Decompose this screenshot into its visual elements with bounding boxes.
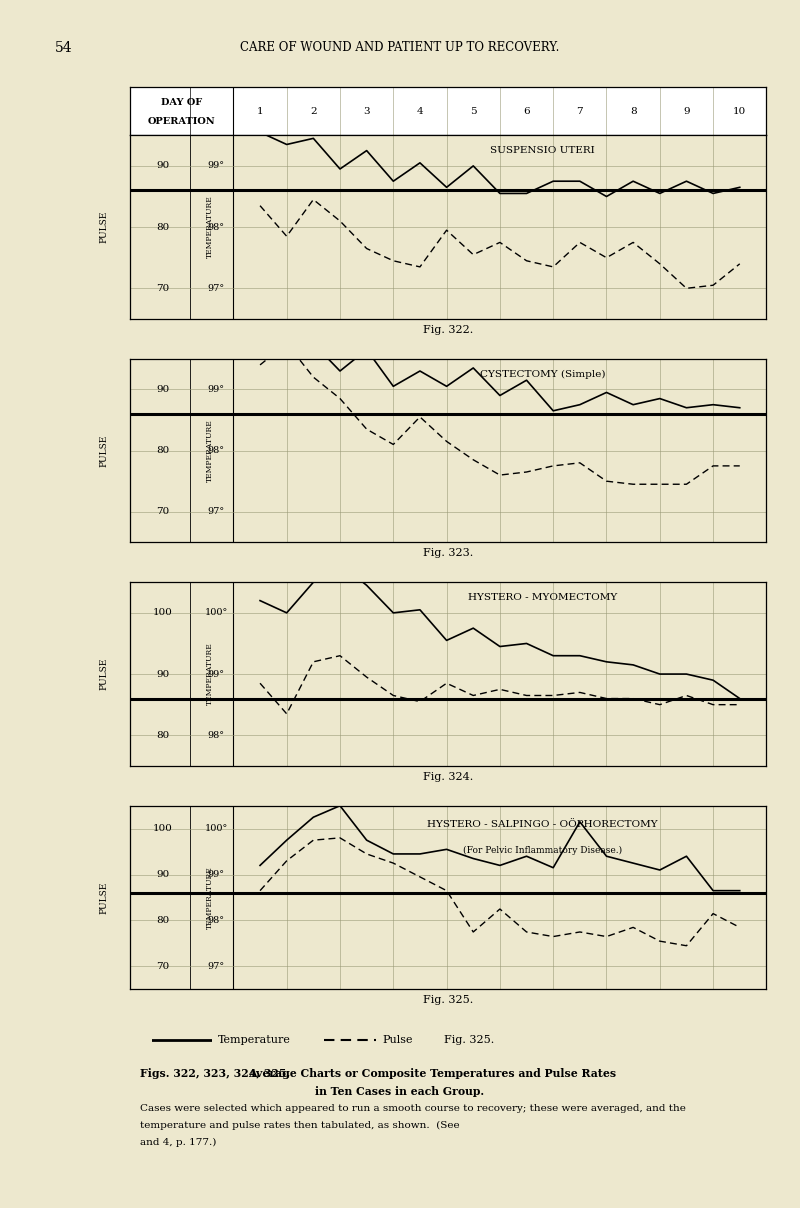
Text: 4: 4 <box>417 106 423 116</box>
Text: Fig. 325.: Fig. 325. <box>423 995 473 1005</box>
Text: and 4, p. 177.): and 4, p. 177.) <box>140 1138 216 1148</box>
Text: 100°: 100° <box>205 609 228 617</box>
Text: CYSTECTOMY (Simple): CYSTECTOMY (Simple) <box>480 370 606 379</box>
Text: 99°: 99° <box>207 669 225 679</box>
Text: 80: 80 <box>156 222 170 232</box>
Text: 70: 70 <box>156 507 170 516</box>
Text: 70: 70 <box>156 284 170 292</box>
Text: 99°: 99° <box>207 870 225 879</box>
Text: 8: 8 <box>630 106 637 116</box>
Text: 97°: 97° <box>207 962 225 971</box>
Text: 10: 10 <box>733 106 746 116</box>
Text: temperature and pulse rates then tabulated, as shown.  (See: temperature and pulse rates then tabulat… <box>140 1121 465 1131</box>
Text: 100: 100 <box>153 609 173 617</box>
Text: Fig. 323.: Fig. 323. <box>423 548 473 558</box>
Text: 100: 100 <box>153 824 173 834</box>
Text: 6: 6 <box>523 106 530 116</box>
Text: 2: 2 <box>310 106 317 116</box>
Text: Figs. 322, 323, 324, 325,: Figs. 322, 323, 324, 325, <box>140 1068 290 1079</box>
Text: 9: 9 <box>683 106 690 116</box>
Text: 98°: 98° <box>207 916 225 925</box>
Text: HYSTERO - MYOMECTOMY: HYSTERO - MYOMECTOMY <box>468 593 617 603</box>
Text: 97°: 97° <box>207 284 225 292</box>
Text: 80: 80 <box>156 916 170 925</box>
Text: 70: 70 <box>156 962 170 971</box>
Text: TEMPERATURE: TEMPERATURE <box>206 419 214 482</box>
Text: 80: 80 <box>156 446 170 455</box>
Text: 80: 80 <box>156 731 170 739</box>
Text: Average Charts or Composite Temperatures and Pulse Rates: Average Charts or Composite Temperatures… <box>248 1068 616 1079</box>
Text: 97°: 97° <box>207 507 225 516</box>
Text: Fig. 324.: Fig. 324. <box>423 772 473 782</box>
Text: 98°: 98° <box>207 446 225 455</box>
Text: 5: 5 <box>470 106 477 116</box>
Text: PULSE: PULSE <box>99 658 109 690</box>
Text: 3: 3 <box>363 106 370 116</box>
Text: 98°: 98° <box>207 222 225 232</box>
Text: (For Pelvic Inflammatory Disease.): (For Pelvic Inflammatory Disease.) <box>463 846 622 855</box>
Text: 54: 54 <box>54 41 72 56</box>
Text: Pulse: Pulse <box>382 1035 413 1045</box>
Text: Fig. 322.: Fig. 322. <box>423 325 473 335</box>
Text: 90: 90 <box>156 669 170 679</box>
Text: 99°: 99° <box>207 162 225 170</box>
Text: PULSE: PULSE <box>99 435 109 466</box>
Text: PULSE: PULSE <box>99 882 109 913</box>
Text: PULSE: PULSE <box>99 211 109 243</box>
Text: 90: 90 <box>156 870 170 879</box>
Text: DAY OF: DAY OF <box>161 98 202 108</box>
Text: 98°: 98° <box>207 731 225 739</box>
Text: 7: 7 <box>577 106 583 116</box>
Text: 1: 1 <box>257 106 263 116</box>
Text: CARE OF WOUND AND PATIENT UP TO RECOVERY.: CARE OF WOUND AND PATIENT UP TO RECOVERY… <box>240 41 560 54</box>
Text: TEMPERATURE: TEMPERATURE <box>206 643 214 705</box>
Text: SUSPENSIO UTERI: SUSPENSIO UTERI <box>490 146 595 156</box>
Text: 100°: 100° <box>205 824 228 834</box>
Text: TEMPERATURE: TEMPERATURE <box>206 196 214 259</box>
Text: TEMPERATURE: TEMPERATURE <box>206 866 214 929</box>
Text: 90: 90 <box>156 385 170 394</box>
Text: OPERATION: OPERATION <box>148 117 215 127</box>
Text: in Ten Cases in each Group.: in Ten Cases in each Group. <box>315 1086 485 1097</box>
Text: HYSTERO - SALPINGO - OÖPHORECTOMY: HYSTERO - SALPINGO - OÖPHORECTOMY <box>427 820 658 830</box>
Text: 99°: 99° <box>207 385 225 394</box>
Text: Fig. 325.: Fig. 325. <box>444 1035 494 1045</box>
Text: 90: 90 <box>156 162 170 170</box>
Text: Cases were selected which appeared to run a smooth course to recovery; these wer: Cases were selected which appeared to ru… <box>140 1104 686 1113</box>
Text: Temperature: Temperature <box>218 1035 290 1045</box>
